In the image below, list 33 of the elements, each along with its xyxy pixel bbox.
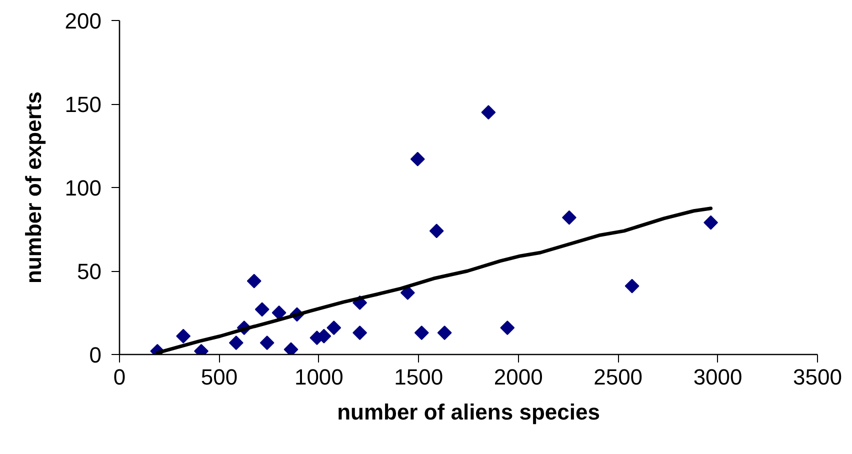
- point: [437, 326, 452, 340]
- y-tick-label: 100: [64, 176, 102, 200]
- y-tick-label: 150: [64, 92, 102, 117]
- point: [246, 274, 262, 288]
- point: [624, 278, 640, 294]
- x-tick-label: 3000: [693, 364, 742, 390]
- point: [562, 210, 576, 225]
- point: [176, 328, 191, 344]
- x-tick-label: 1500: [394, 364, 444, 390]
- point: [704, 215, 718, 230]
- point: [429, 224, 444, 238]
- point: [352, 326, 368, 340]
- point: [260, 336, 274, 350]
- x-tick-label: 2000: [494, 364, 543, 390]
- x-tick-label: 3500: [793, 364, 842, 390]
- point: [228, 336, 244, 350]
- x-tick-label: 0: [113, 364, 126, 390]
- y-tick-label: 0: [89, 342, 102, 368]
- point: [284, 342, 298, 354]
- point: [254, 302, 270, 317]
- point: [326, 320, 342, 335]
- y-axis-title: number of experts: [20, 92, 46, 284]
- point: [500, 320, 515, 335]
- x-tick-label: 1000: [294, 364, 344, 390]
- y-tick-label: 50: [77, 259, 102, 284]
- point: [481, 105, 496, 120]
- x-tick-label: 2500: [594, 364, 643, 390]
- y-tick-label: 200: [64, 8, 102, 34]
- point: [272, 306, 286, 320]
- x-axis-title: number of aliens species: [337, 400, 600, 424]
- x-tick-label: 500: [200, 364, 238, 390]
- point: [414, 326, 429, 340]
- point: [410, 152, 425, 166]
